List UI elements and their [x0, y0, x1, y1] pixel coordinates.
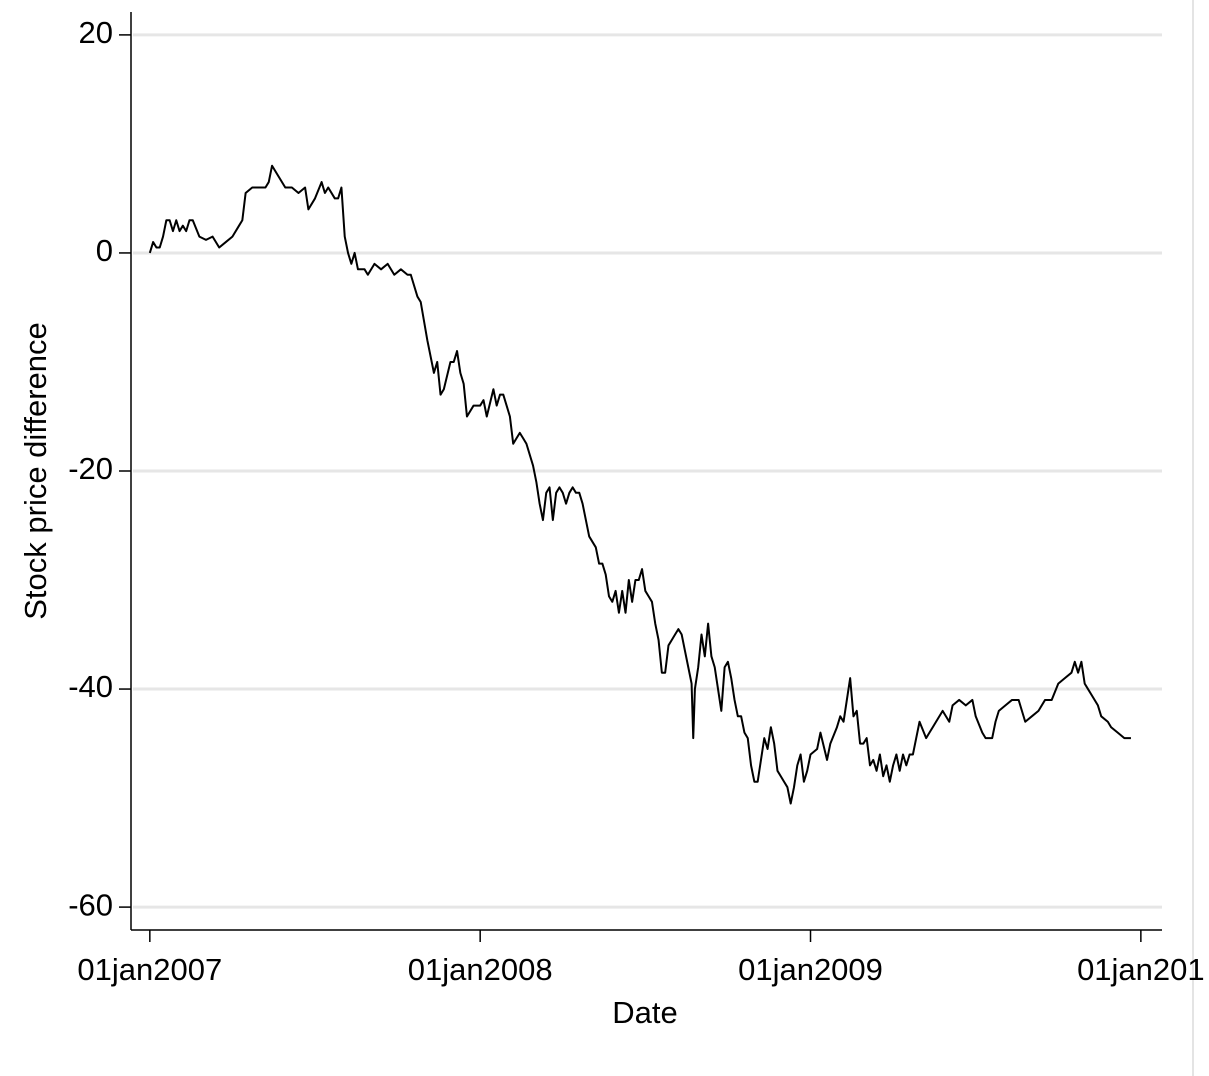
x-tick-label: 01jan2009	[738, 952, 883, 987]
y-tick-label: 20	[79, 15, 113, 50]
y-tick-label: -20	[68, 451, 113, 486]
x-tick-label: 01jan2007	[77, 952, 222, 987]
data-line	[148, 164, 1131, 805]
x-tick-label: 01jan2008	[408, 952, 553, 987]
y-tick-label: -40	[68, 669, 113, 704]
y-tick-label: 0	[96, 233, 113, 268]
y-tick-label: -60	[68, 887, 113, 922]
x-tick-label: 01jan201	[1077, 952, 1205, 987]
x-axis-label: Date	[612, 995, 677, 1030]
y-axis-label: Stock price difference	[18, 322, 53, 620]
